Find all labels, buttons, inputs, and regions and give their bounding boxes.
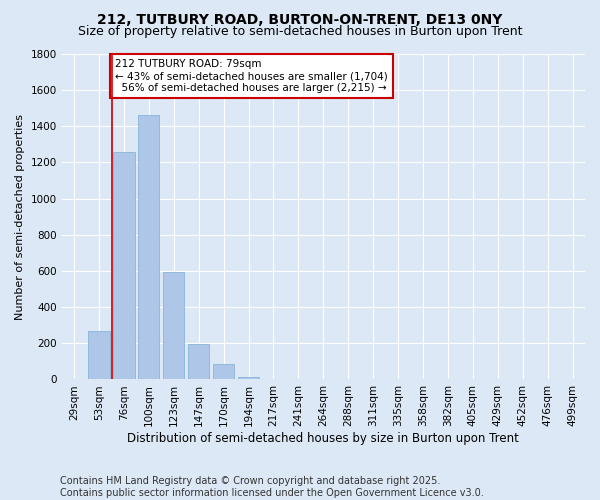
- Bar: [263, 378, 284, 380]
- Bar: [138, 116, 160, 380]
- X-axis label: Distribution of semi-detached houses by size in Burton upon Trent: Distribution of semi-detached houses by …: [127, 432, 519, 445]
- Text: 212 TUTBURY ROAD: 79sqm
← 43% of semi-detached houses are smaller (1,704)
  56% : 212 TUTBURY ROAD: 79sqm ← 43% of semi-de…: [115, 60, 388, 92]
- Bar: [113, 152, 134, 380]
- Y-axis label: Number of semi-detached properties: Number of semi-detached properties: [15, 114, 25, 320]
- Bar: [288, 379, 309, 380]
- Bar: [238, 376, 259, 380]
- Bar: [88, 330, 110, 380]
- Bar: [163, 272, 184, 380]
- Text: Contains HM Land Registry data © Crown copyright and database right 2025.
Contai: Contains HM Land Registry data © Crown c…: [60, 476, 484, 498]
- Text: 212, TUTBURY ROAD, BURTON-ON-TRENT, DE13 0NY: 212, TUTBURY ROAD, BURTON-ON-TRENT, DE13…: [97, 12, 503, 26]
- Bar: [213, 364, 234, 380]
- Bar: [188, 344, 209, 380]
- Text: Size of property relative to semi-detached houses in Burton upon Trent: Size of property relative to semi-detach…: [78, 25, 522, 38]
